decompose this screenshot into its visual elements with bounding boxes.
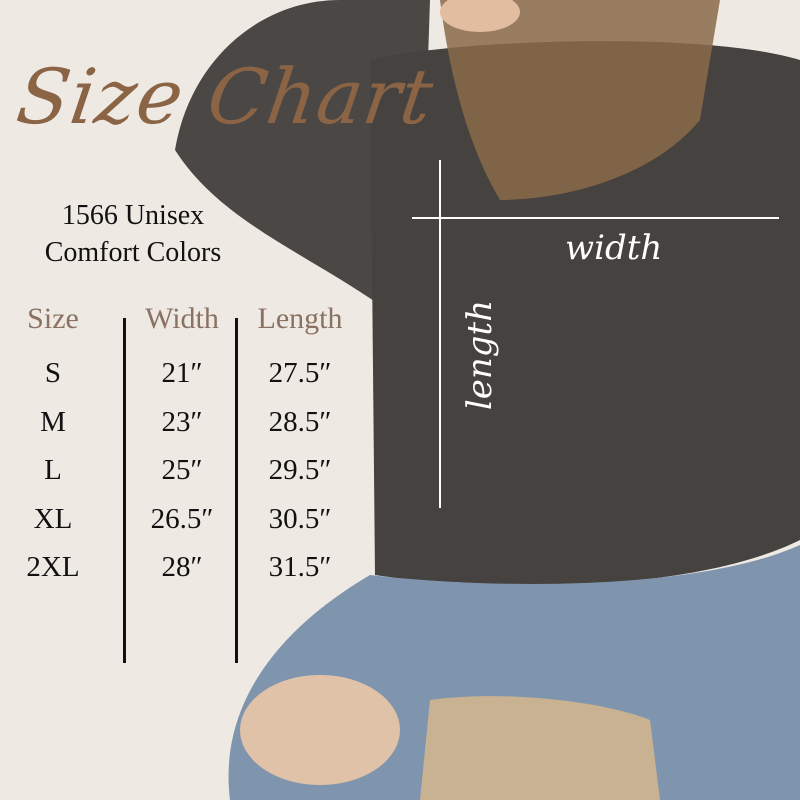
width-label: width [565, 228, 663, 268]
subtitle-brand: Comfort Colors [44, 237, 222, 268]
length-cell: 27.5″ [268, 357, 332, 389]
column-divider [123, 318, 126, 663]
knee-rip [240, 675, 400, 785]
width-cell: 23″ [161, 405, 203, 438]
size-cell: 2XL [26, 551, 80, 583]
length-measure-line [439, 160, 441, 508]
length-cell: 28.5″ [268, 405, 332, 438]
sweatshirt-body [370, 41, 800, 586]
width-cell: 25″ [161, 454, 203, 486]
sweatshirt-sleeve [175, 0, 430, 305]
width-cell: 28″ [161, 551, 203, 583]
subtitle-model: 1566 Unisex [61, 200, 205, 231]
length-cell: 29.5″ [268, 454, 332, 486]
size-cell: S [44, 357, 62, 389]
header-size: Size [27, 302, 79, 335]
hair [440, 0, 720, 200]
size-cell: XL [33, 502, 73, 535]
hand [440, 0, 520, 32]
page-title: Size Chart [11, 52, 440, 141]
column-divider [235, 318, 238, 663]
header-width: Width [145, 302, 219, 335]
width-measure-line [412, 217, 779, 219]
boot [420, 696, 660, 800]
width-cell: 21″ [161, 357, 203, 389]
length-label: length [460, 299, 501, 411]
length-cell: 31.5″ [268, 551, 332, 583]
width-cell: 26.5″ [150, 502, 214, 535]
size-cell: L [44, 454, 62, 486]
length-cell: 30.5″ [268, 502, 332, 535]
size-cell: M [40, 405, 66, 438]
header-length: Length [257, 302, 343, 335]
